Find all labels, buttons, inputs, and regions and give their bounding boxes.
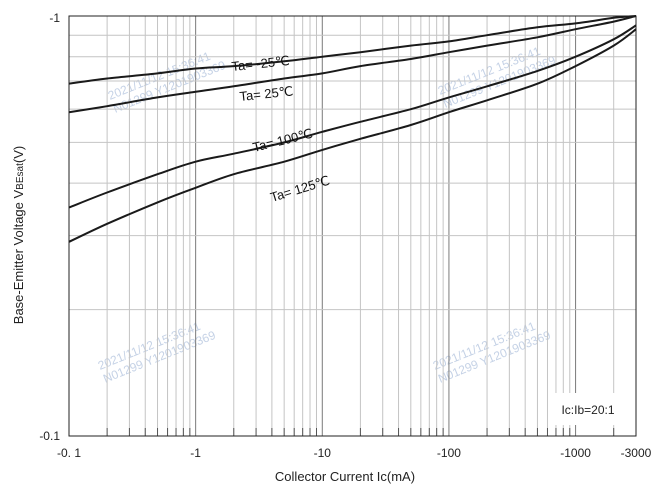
x-tick-label: -3000	[621, 446, 652, 460]
y-axis-title: Base-Emitter Voltage VBEsat(V)	[11, 146, 26, 324]
curve-label: Ta= 25℃	[239, 83, 294, 104]
curve-label: Ta= 100℃	[251, 126, 314, 155]
grid	[69, 16, 636, 436]
x-tick-label: -1	[190, 446, 201, 460]
x-tick-label: -1000	[560, 446, 591, 460]
series-line	[68, 15, 637, 85]
series-line	[68, 15, 637, 114]
plot-frame	[68, 15, 637, 437]
x-tick-label: -10	[314, 446, 332, 460]
condition-label: Ic:Ib=20:1	[561, 403, 614, 417]
y-tick-label: -1	[49, 11, 60, 25]
y-axis-title-main: Base-Emitter Voltage V	[11, 189, 26, 324]
x-tick-labels: -0. 1 -1 -10 -100 -1000 -3000	[57, 446, 652, 460]
condition-box-bg	[548, 393, 628, 425]
y-axis-title-subscript: BEsat	[15, 163, 26, 190]
y-axis-title-unit: (V)	[11, 146, 26, 163]
series-layer	[68, 15, 637, 243]
x-tick-label: -100	[437, 446, 461, 460]
series-line	[68, 28, 637, 243]
series-line	[68, 24, 637, 209]
y-tick-label: -0.1	[39, 429, 60, 443]
x-axis-title: Collector Current Ic(mA)	[275, 469, 415, 484]
curve-label: Ta= -25℃	[231, 53, 291, 74]
x-tick-label: -0. 1	[57, 446, 81, 460]
y-tick-labels: -1 -0.1	[39, 11, 60, 443]
condition-box: Ic:Ib=20:1	[548, 393, 628, 425]
